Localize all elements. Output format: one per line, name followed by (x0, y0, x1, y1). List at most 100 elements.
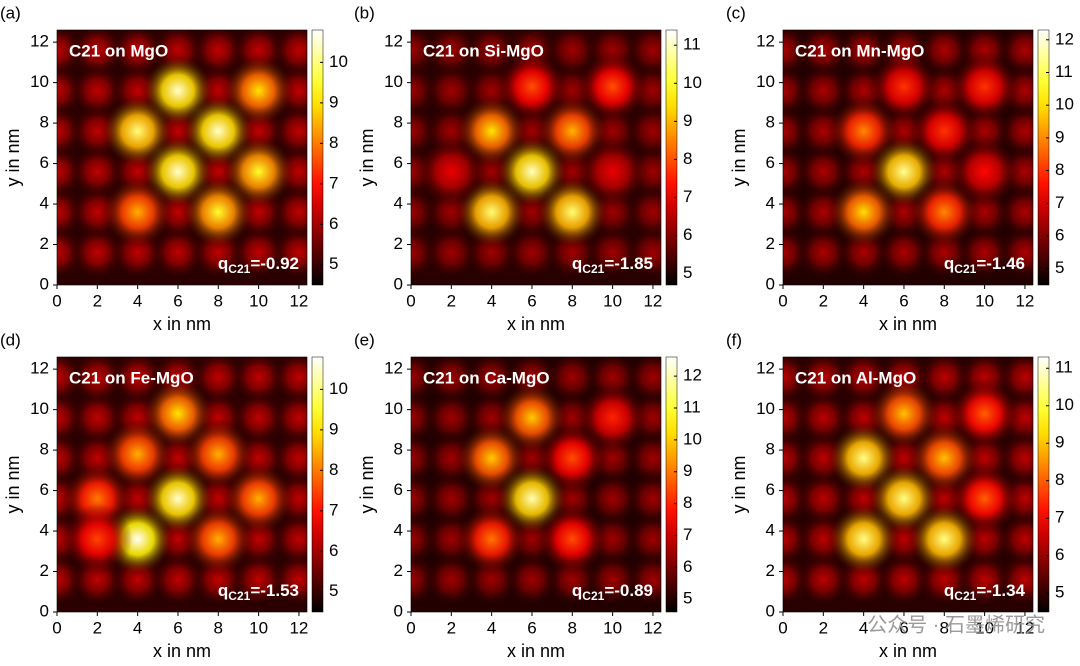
colorbar (311, 29, 324, 286)
y-tick-label: 8 (766, 440, 775, 459)
lattice-spot (626, 185, 661, 239)
lattice-spot (272, 357, 307, 404)
y-tick-label: 4 (394, 521, 403, 540)
x-tick-label: 8 (568, 291, 577, 310)
y-tick-label: 10 (384, 399, 403, 418)
lattice-spot (272, 185, 307, 239)
lattice-spot (505, 226, 559, 279)
y-tick-label: 0 (766, 601, 775, 620)
y-tick-label: 0 (766, 274, 775, 293)
lattice-spot (1008, 30, 1033, 36)
x-tick-label: 8 (940, 291, 949, 310)
x-tick-label: 4 (859, 618, 868, 637)
colorbar-tick-label: 11 (1055, 62, 1073, 81)
y-axis-label: y in nm (729, 128, 749, 186)
spot (456, 503, 527, 575)
panel-label: (f) (726, 330, 742, 349)
plot-frame (782, 356, 1034, 613)
x-tick-label: 12 (643, 618, 662, 637)
lattice-spot (626, 553, 661, 606)
annotation: qC21=-1.46 (944, 254, 1025, 276)
annotation-part: =-1.85 (604, 254, 653, 273)
lattice-spot (411, 30, 428, 36)
y-tick-label: 6 (40, 153, 49, 172)
panel: 0 2 4 6 8 10 12 0 2 4 6 8 10 12 x in nm y in nm (f) C21 o… (726, 330, 1074, 660)
y-tick-label: 4 (394, 194, 403, 213)
x-tick-label: 0 (406, 291, 415, 310)
panel-title: C21 on Fe-MgO (69, 368, 194, 387)
spot (909, 503, 980, 575)
x-tick-label: 4 (133, 618, 142, 637)
y-tick-label: 10 (384, 72, 403, 91)
panel-label: (e) (354, 330, 375, 349)
colorbar-tick-label: 6 (683, 557, 692, 576)
panel: 0 2 4 6 8 10 12 0 2 4 6 8 10 12 x in nm y in nm (a) C21 o… (0, 3, 348, 333)
lattice-spot (998, 226, 1033, 279)
colorbar-tick-label: 8 (1055, 160, 1064, 179)
colorbar (311, 356, 324, 613)
colorbar-tick-label: 10 (329, 52, 348, 71)
colorbar-tick-label: 5 (683, 589, 692, 608)
x-tick-label: 8 (568, 618, 577, 637)
x-tick-label: 12 (1015, 618, 1034, 637)
colorbar-tick-label: 5 (329, 581, 338, 600)
plot-area (783, 357, 1033, 612)
lattice-spot (626, 226, 661, 279)
x-tick-label: 10 (249, 291, 268, 310)
colorbar-tick-label: 11 (1055, 358, 1073, 377)
lattice-spot (958, 226, 1011, 279)
lattice-spot (241, 30, 276, 36)
x-tick-label: 0 (778, 291, 787, 310)
lattice-spot (121, 357, 155, 363)
lattice-spot (71, 226, 124, 279)
annotation-part: C21 (228, 589, 250, 603)
y-axis-label: y in nm (3, 455, 23, 513)
x-tick-label: 12 (289, 291, 308, 310)
lattice-spot (927, 30, 961, 36)
lattice-spot (192, 30, 245, 77)
plot-frame (782, 29, 1034, 286)
x-tick-label: 12 (643, 291, 662, 310)
spot (949, 136, 1020, 207)
x-axis-label: x in nm (507, 641, 565, 661)
annotation-part: C21 (582, 262, 604, 276)
annotation-part: q (218, 581, 228, 600)
x-tick-label: 2 (819, 618, 828, 637)
lattice-spot (783, 357, 800, 363)
y-tick-label: 0 (394, 601, 403, 620)
plot-frame (410, 29, 662, 286)
panel-title: C21 on Ca-MgO (423, 368, 550, 387)
lattice-spot (71, 357, 124, 404)
colorbar-tick-label: 5 (683, 263, 692, 282)
colorbar-tick-label: 9 (329, 92, 338, 111)
colorbar-tick-label: 11 (683, 397, 701, 416)
lattice-spot (425, 472, 478, 525)
colorbar-tick-label: 9 (329, 419, 338, 438)
lattice-spot (282, 30, 307, 36)
x-tick-label: 6 (899, 618, 908, 637)
lattice-spot (505, 553, 559, 606)
panel-label: (c) (726, 3, 746, 22)
lattice-spot (434, 30, 468, 36)
lattice-spot (998, 104, 1033, 158)
panel: 0 2 4 6 8 10 12 0 2 4 6 8 10 12 x in nm y in nm (d) C21 o… (0, 330, 348, 660)
lattice-spot (595, 357, 630, 363)
lattice-spot (887, 30, 921, 36)
x-tick-label: 10 (249, 618, 268, 637)
y-tick-label: 0 (40, 274, 49, 293)
lattice-spot (201, 30, 235, 36)
spot (537, 503, 608, 575)
y-tick-label: 6 (766, 153, 775, 172)
colorbar-tick-label: 6 (1055, 545, 1064, 564)
plot-frame (56, 29, 308, 286)
y-tick-label: 6 (40, 480, 49, 499)
x-tick-label: 0 (778, 618, 787, 637)
colorbar-tick-label: 8 (329, 460, 338, 479)
y-tick-label: 0 (394, 274, 403, 293)
annotation-part: =-1.34 (976, 581, 1025, 600)
lattice-spot (57, 357, 74, 363)
lattice-spot (475, 30, 509, 36)
colorbar-tick-label: 6 (683, 225, 692, 244)
lattice-spot (797, 30, 850, 77)
lattice-spot (161, 30, 195, 36)
